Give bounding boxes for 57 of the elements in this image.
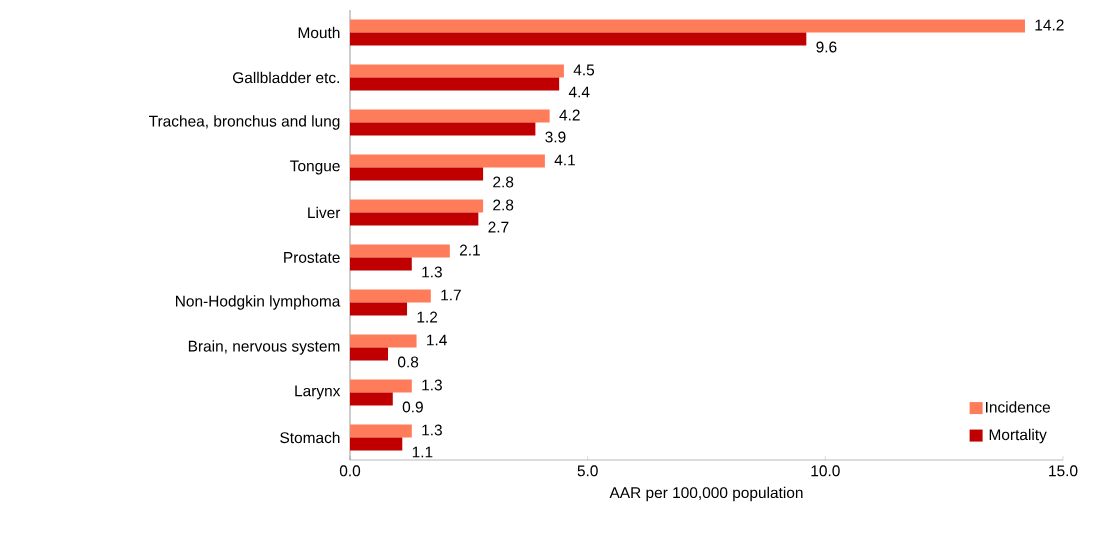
bar <box>350 437 403 451</box>
bar <box>350 424 412 438</box>
data-label: 2.1 <box>459 244 480 256</box>
bar <box>350 257 412 271</box>
bar <box>350 244 450 258</box>
bar <box>350 334 417 348</box>
data-label: 3.9 <box>545 131 566 143</box>
x-tick-label: 15.0 <box>1049 465 1078 477</box>
bar <box>350 154 545 168</box>
y-tick-label: Liver <box>308 206 341 219</box>
y-tick-label: Prostate <box>284 252 340 263</box>
bar <box>350 199 484 213</box>
bar <box>350 77 560 91</box>
x-tick-label: 10.0 <box>811 465 840 477</box>
bar <box>350 109 550 123</box>
data-label: 0.9 <box>402 401 423 413</box>
x-tick-label: 0.0 <box>339 465 361 477</box>
data-label: 9.6 <box>816 41 837 53</box>
data-label: 2.8 <box>493 176 514 188</box>
y-tick-label: Brain, nervous system <box>188 340 340 355</box>
x-tick-label: 5.0 <box>577 465 598 477</box>
bar <box>350 167 484 181</box>
legend-label: Mortality <box>989 428 1047 444</box>
y-tick-label: Tongue <box>290 160 340 175</box>
x-axis-title: AAR per 100,000 population <box>609 486 803 502</box>
bar <box>350 289 431 303</box>
data-label: 1.1 <box>412 446 433 458</box>
data-label: 14.2 <box>1035 19 1064 31</box>
data-label: 2.8 <box>493 199 514 211</box>
data-label: 1.3 <box>422 424 442 436</box>
y-tick-label: Gallbladder etc. <box>233 71 339 84</box>
bar <box>350 379 412 393</box>
bar <box>350 19 1025 33</box>
y-tick-label: Trachea, bronchus and lung <box>149 115 340 130</box>
data-label: 4.5 <box>573 64 595 76</box>
data-label: 4.4 <box>568 86 590 98</box>
data-label: 0.8 <box>397 356 419 368</box>
data-label: 4.2 <box>559 109 580 121</box>
y-tick-label: Stomach <box>280 431 340 444</box>
data-label: 1.3 <box>422 379 442 391</box>
legend-label: Incidence <box>986 401 1051 413</box>
data-label: 1.4 <box>427 334 447 346</box>
data-label: 1.2 <box>417 311 438 323</box>
bar <box>350 212 479 226</box>
bar <box>350 64 564 78</box>
data-label: 1.7 <box>441 289 461 301</box>
bar <box>350 302 408 316</box>
data-label: 2.7 <box>488 221 509 233</box>
y-tick-label: Non-Hodgkin lymphoma <box>176 295 341 310</box>
bar <box>350 347 389 361</box>
bar <box>350 32 807 46</box>
y-tick-label: Mouth <box>298 26 340 39</box>
data-label: 4.1 <box>554 154 575 166</box>
y-tick-label: Larynx <box>295 385 341 400</box>
bar <box>350 122 536 136</box>
bar <box>350 392 393 406</box>
data-label: 1.3 <box>422 266 442 278</box>
